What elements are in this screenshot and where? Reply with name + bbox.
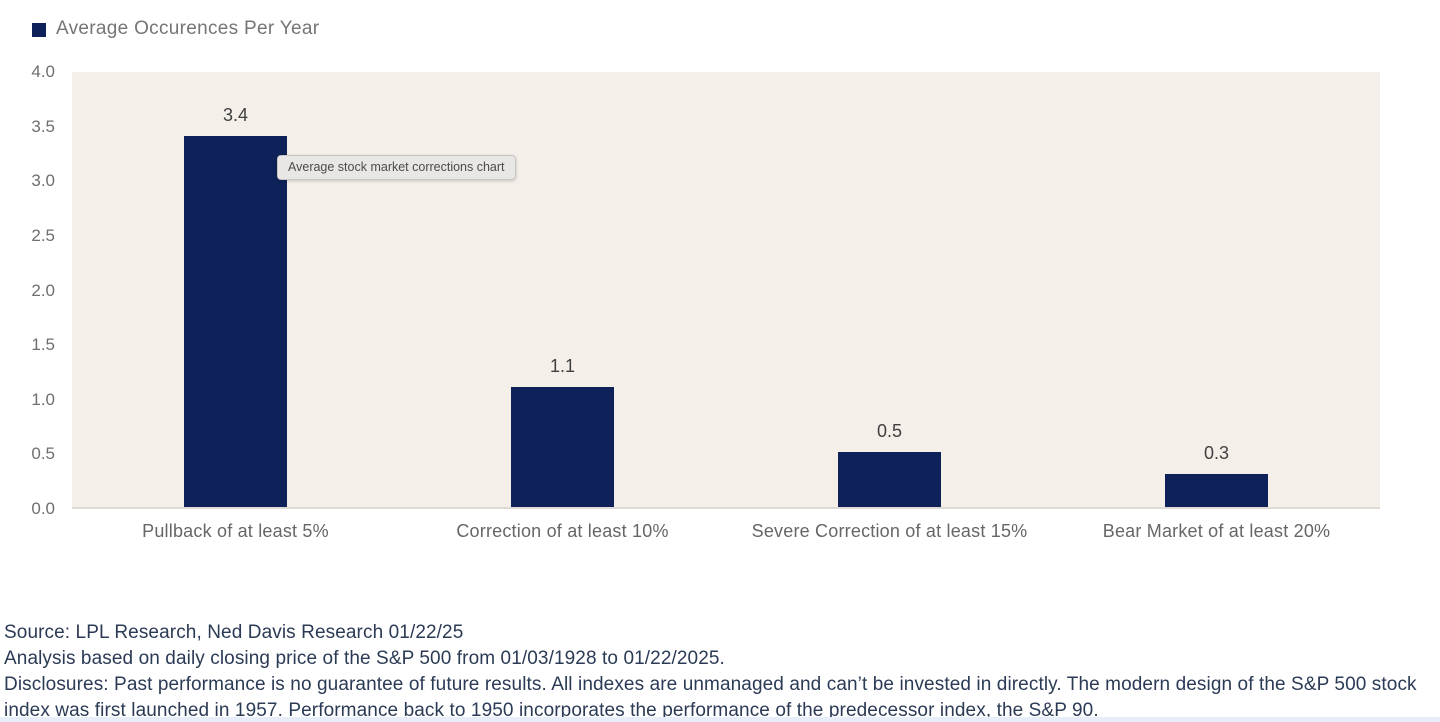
y-tick-label: 1.5 <box>31 335 55 355</box>
hover-tooltip: Average stock market corrections chart <box>277 155 516 180</box>
bar <box>1165 474 1268 507</box>
bar <box>184 135 287 507</box>
plot-area: 3.4 1.1 0.5 0.3 <box>72 72 1380 509</box>
bar <box>838 452 941 507</box>
legend-label: Average Occurences Per Year <box>56 18 320 39</box>
y-tick-label: 4.0 <box>31 62 55 81</box>
bar-value-label: 0.3 <box>1203 443 1230 464</box>
legend-swatch-icon <box>32 23 46 37</box>
y-tick-label: 0.0 <box>31 499 55 518</box>
legend: Average Occurences Per Year <box>32 18 319 40</box>
x-category-label: Pullback of at least 5% <box>142 521 329 541</box>
y-tick-label: 2.0 <box>31 280 55 300</box>
x-category-label: Correction of at least 10% <box>456 521 669 541</box>
y-tick-label: 3.0 <box>31 171 55 191</box>
bar-value-label: 1.1 <box>549 355 576 376</box>
bar-value-label: 0.5 <box>876 421 903 442</box>
y-tick-label: 3.5 <box>31 116 55 136</box>
footer-line: Source: LPL Research, Ned Davis Research… <box>4 622 464 643</box>
footer-line: Disclosures: Past performance is no guar… <box>4 674 1417 721</box>
footer-notes: Source: LPL Research, Ned Davis Research… <box>4 620 1438 722</box>
x-category-label: Severe Correction of at least 15% <box>751 521 1028 541</box>
bottom-strip <box>0 717 1440 722</box>
x-category-label: Bear Market of at least 20% <box>1102 521 1331 541</box>
x-axis: Pullback of at least 5% Correction of at … <box>72 521 1380 551</box>
bar-value-label: 3.4 <box>222 104 249 125</box>
footer-line: Analysis based on daily closing price of… <box>4 648 725 669</box>
y-tick-label: 2.5 <box>31 225 55 245</box>
y-tick-label: 1.0 <box>31 389 55 409</box>
y-tick-label: 0.5 <box>31 444 55 464</box>
y-axis: 4.0 3.5 3.0 2.5 2.0 1.5 1.0 0.5 0.0 <box>0 63 55 518</box>
bar <box>511 386 614 507</box>
